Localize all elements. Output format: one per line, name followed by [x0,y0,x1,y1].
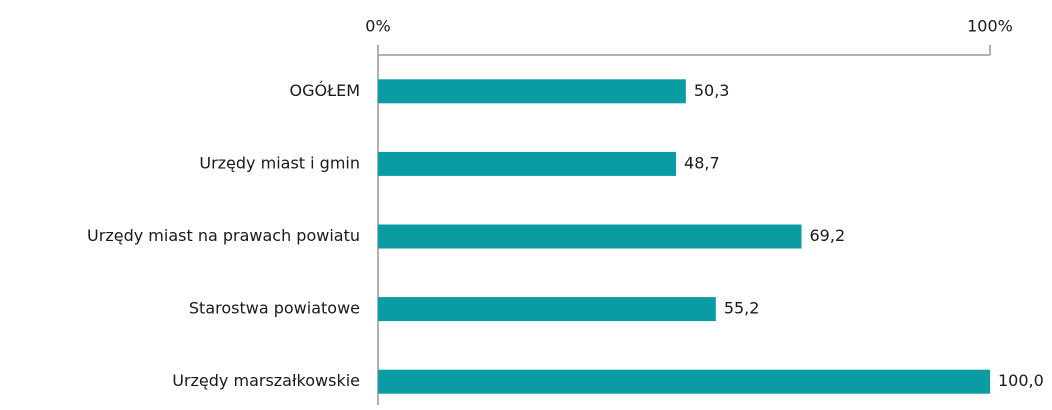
value-label: 55,2 [724,299,760,318]
x-tick-label: 0% [365,17,390,36]
bar [378,224,802,249]
y-tick-label: OGÓŁEM [290,81,361,100]
bar [378,151,677,176]
bar [378,79,686,104]
value-label: 48,7 [684,153,720,172]
bar [378,297,716,322]
y-tick-label: Urzędy miast i gmin [199,153,360,172]
x-tick-label: 100% [967,17,1013,36]
y-tick-label: Urzędy marszałkowskie [172,371,360,390]
bar [378,369,990,394]
value-label: 50,3 [694,81,730,100]
value-label: 69,2 [810,226,846,245]
y-tick-label: Starostwa powiatowe [189,299,360,318]
value-label: 100,0 [998,371,1044,390]
y-tick-label: Urzędy miast na prawach powiatu [87,226,360,245]
